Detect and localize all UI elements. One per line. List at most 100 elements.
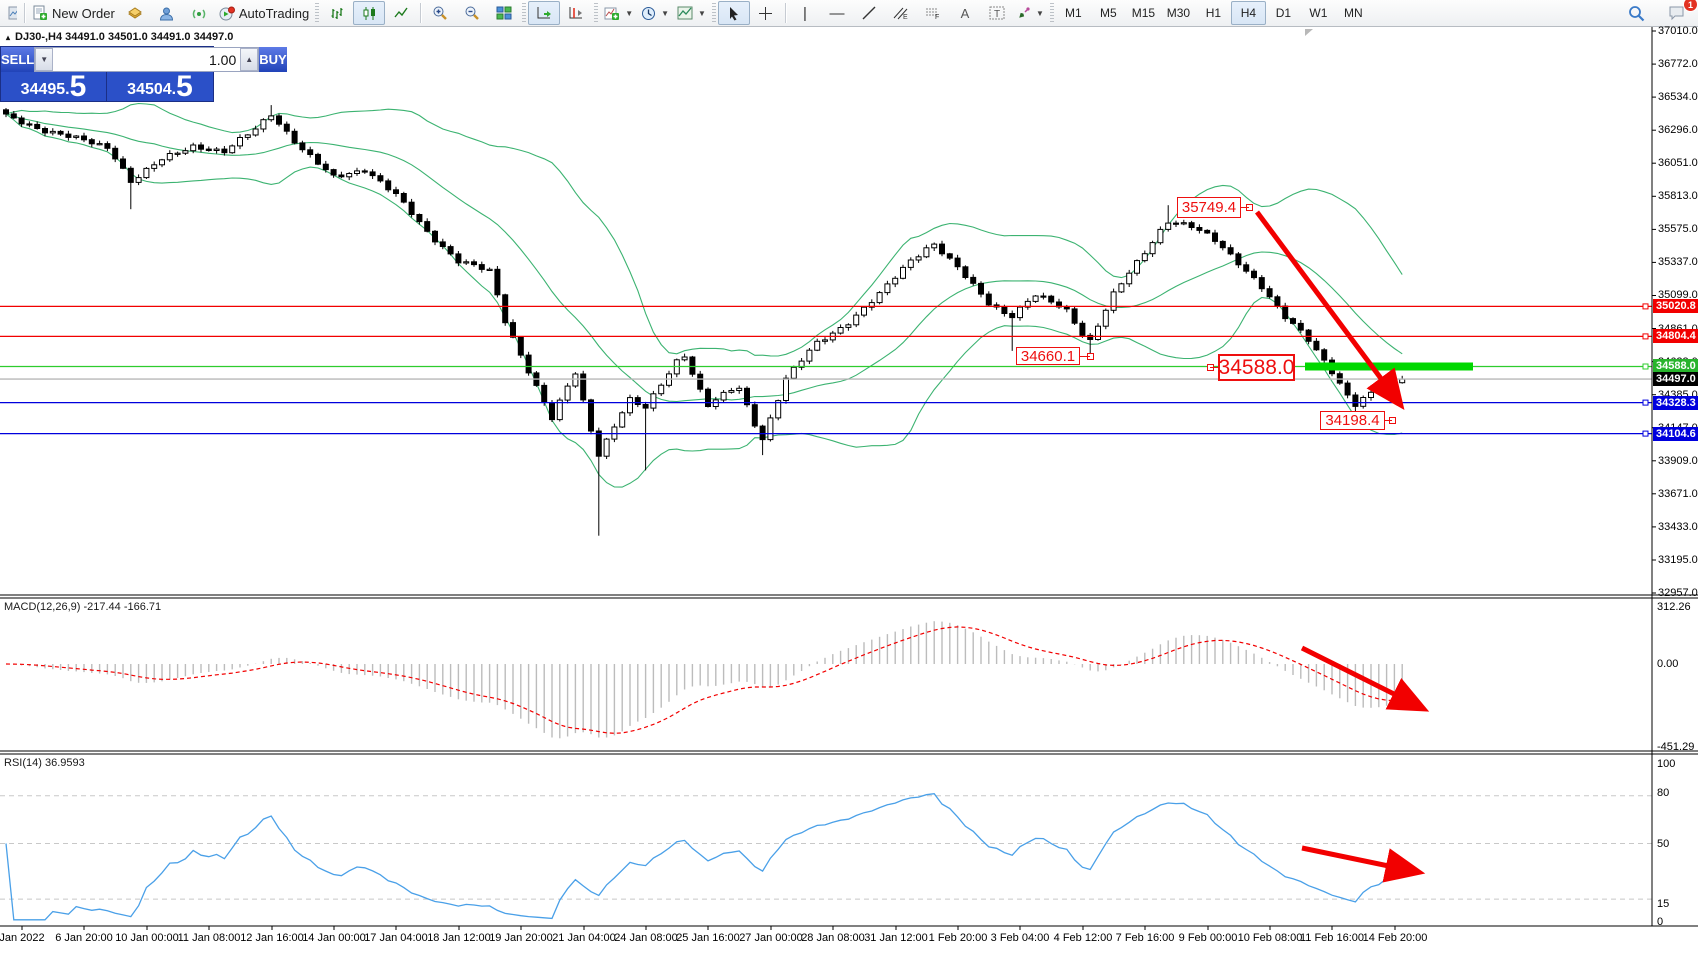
time-axis-label: 11 Jan 08:00 xyxy=(177,932,241,944)
bar-chart-icon xyxy=(331,7,343,19)
signal-icon xyxy=(192,9,206,18)
timeframe-w1[interactable]: W1 xyxy=(1309,6,1328,20)
indicator-axis-label: 80 xyxy=(1657,787,1670,799)
notification-badge: 1 xyxy=(1683,0,1698,12)
indicator-axis-label: 312.26 xyxy=(1657,601,1691,613)
timeframe-m30[interactable]: M30 xyxy=(1166,6,1191,20)
price-tick-label: 33671.0 xyxy=(1658,487,1698,500)
zoom-in-button[interactable] xyxy=(424,1,456,25)
annotation-leader-line xyxy=(1210,367,1218,368)
time-axis-label: 3 Feb 04:00 xyxy=(990,932,1050,944)
indicators-button[interactable]: ▼ xyxy=(600,1,637,25)
volume-input[interactable] xyxy=(53,48,241,71)
macd-label: MACD(12,26,9) -217.44 -166.71 xyxy=(4,601,162,613)
new-order-label: New Order xyxy=(52,5,115,21)
candlestick-chart-button[interactable] xyxy=(353,1,386,25)
candlestick-icon xyxy=(363,6,375,20)
price-annotation-label[interactable]: 34660.1 xyxy=(1016,347,1080,365)
candles xyxy=(3,105,1406,536)
price-badge: 34588.0 xyxy=(1653,359,1698,374)
chart-shift-button[interactable] xyxy=(560,1,592,25)
volume-up-button[interactable]: ▲ xyxy=(240,48,259,71)
shapes-icon xyxy=(1019,7,1030,18)
autotrading-button[interactable]: AutoTrading xyxy=(215,1,313,25)
zoom-out-button[interactable] xyxy=(456,1,488,25)
cursor-button[interactable] xyxy=(717,1,750,25)
price-badge: 34804.4 xyxy=(1653,329,1698,344)
text-icon: A xyxy=(960,5,970,21)
time-axis-label: 28 Jan 08:00 xyxy=(801,932,865,944)
price-tick-label: 36534.0 xyxy=(1658,91,1698,104)
trendline-icon xyxy=(862,6,876,20)
vertical-line-button[interactable]: | xyxy=(789,1,821,25)
indicator-axis-label: 15 xyxy=(1657,898,1670,910)
tile-windows-icon xyxy=(496,6,512,20)
sell-price-big: 5 xyxy=(69,70,87,103)
timeframe-m15[interactable]: M15 xyxy=(1131,6,1156,20)
notifications-button[interactable]: 1 xyxy=(1660,0,1698,25)
tile-windows-button[interactable] xyxy=(488,1,520,25)
sell-button[interactable]: SELL xyxy=(1,47,35,72)
line-chart-button[interactable] xyxy=(385,1,417,25)
toolbar-grip xyxy=(711,3,716,23)
price-annotation-label[interactable]: 34588.0 xyxy=(1218,354,1295,381)
dropdown-caret: ▼ xyxy=(661,8,670,18)
buy-price-main: 34504 xyxy=(127,81,172,98)
search-button[interactable] xyxy=(1620,1,1652,25)
new-order-button[interactable]: New Order xyxy=(28,1,119,25)
dropdown-caret: ▼ xyxy=(698,8,706,18)
signals-button[interactable] xyxy=(183,1,215,25)
sell-price[interactable]: 34495. 5 xyxy=(1,70,107,103)
partial-chart-icon[interactable] xyxy=(1,1,21,25)
separator xyxy=(784,3,786,23)
indicator-axis-label: -451.29 xyxy=(1657,741,1695,753)
buy-price[interactable]: 34504. 5 xyxy=(107,72,213,102)
periods-button[interactable]: ▼ xyxy=(637,1,673,25)
time-axis-label: 27 Jan 00:00 xyxy=(739,932,803,944)
timeframe-h1[interactable]: H1 xyxy=(1205,6,1222,20)
chat-bubble-icon xyxy=(1669,6,1683,21)
market-watch-button[interactable] xyxy=(151,1,183,25)
price-tick-label: 33909.0 xyxy=(1658,454,1698,467)
clock-icon xyxy=(642,6,656,20)
autotrading-icon xyxy=(219,6,235,20)
auto-scroll-button[interactable] xyxy=(528,1,561,25)
volume-down-button[interactable]: ▼ xyxy=(35,48,54,71)
trend-arrows[interactable] xyxy=(1254,210,1430,883)
text-button[interactable]: A xyxy=(949,1,981,25)
timeframe-mn[interactable]: MN xyxy=(1344,6,1363,20)
profile-icon xyxy=(160,7,174,20)
horizontal-level-lines[interactable] xyxy=(0,303,1652,437)
annotation-leader-line xyxy=(1385,420,1392,421)
price-annotation-label[interactable]: 35749.4 xyxy=(1177,197,1241,218)
autotrading-label: AutoTrading xyxy=(238,5,310,21)
templates-button[interactable]: ▼ xyxy=(673,1,710,25)
arrows-button[interactable]: ▼ xyxy=(1013,1,1048,25)
time-axis-label: 6 Jan 20:00 xyxy=(55,932,113,944)
bar-chart-button[interactable] xyxy=(321,1,353,25)
trendline-button[interactable] xyxy=(853,1,885,25)
timeframe-h4[interactable]: H4 xyxy=(1230,1,1266,25)
time-axis-label: 17 Jan 04:00 xyxy=(364,932,428,944)
equidistant-channel-button[interactable]: E xyxy=(885,1,917,25)
price-annotation-label[interactable]: 34198.4 xyxy=(1320,411,1385,430)
indicator-axis-label: 100 xyxy=(1657,758,1676,770)
fibonacci-icon: F xyxy=(925,8,939,20)
buy-button[interactable]: BUY xyxy=(259,47,287,72)
text-label-button[interactable]: T xyxy=(981,1,1013,25)
auto-scroll-icon xyxy=(537,7,552,19)
rsi-label: RSI(14) 36.9593 xyxy=(4,757,85,769)
toolbar-grip xyxy=(315,3,320,23)
timeframe-m1[interactable]: M1 xyxy=(1065,6,1082,20)
price-tick-label: 37010.0 xyxy=(1658,25,1698,37)
publisher-button[interactable] xyxy=(119,1,151,25)
separator xyxy=(24,3,25,23)
fibonacci-button[interactable]: F xyxy=(917,1,949,25)
horizontal-line-button[interactable]: — xyxy=(821,1,853,25)
timeframe-d1[interactable]: D1 xyxy=(1275,6,1292,20)
time-axis-label: 31 Jan 12:00 xyxy=(864,932,928,944)
timeframe-m5[interactable]: M5 xyxy=(1100,6,1117,20)
crosshair-button[interactable] xyxy=(750,1,782,25)
price-tick-label: 36051.0 xyxy=(1658,157,1698,170)
